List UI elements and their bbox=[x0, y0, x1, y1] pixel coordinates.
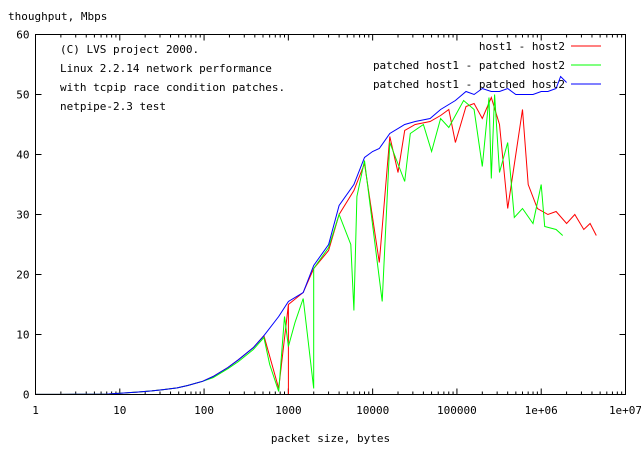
x-tick-label: 1000 bbox=[275, 404, 302, 417]
series-line-3 bbox=[35, 75, 567, 395]
x-tick-label: 10000 bbox=[356, 404, 389, 417]
y-tick-label: 0 bbox=[23, 389, 30, 402]
y-axis-label: thoughput, Mbps bbox=[8, 10, 107, 23]
annotation-line-1: (C) LVS project 2000. bbox=[60, 43, 199, 56]
y-tick-label: 60 bbox=[16, 29, 29, 42]
annotation-line-4: netpipe-2.3 test bbox=[60, 100, 166, 113]
legend-label-patched-green: patched host1 - patched host2 bbox=[373, 59, 565, 72]
plot-frame bbox=[35, 34, 626, 395]
legend: host1 - host2 patched host1 - patched ho… bbox=[373, 40, 601, 91]
x-tick-label: 1e+06 bbox=[525, 404, 558, 417]
series-line-1 bbox=[35, 96, 597, 395]
series-lines bbox=[35, 75, 597, 395]
y-tick-label: 10 bbox=[16, 329, 29, 342]
y-tick-label: 30 bbox=[16, 209, 29, 222]
legend-label-host1: host1 - host2 bbox=[479, 40, 565, 53]
x-tick-label: 100000 bbox=[437, 404, 477, 417]
x-tick-label: 1 bbox=[32, 404, 39, 417]
annotation-line-3: with tcpip race condition patches. bbox=[60, 81, 285, 94]
x-axis-label: packet size, bytes bbox=[271, 432, 390, 445]
x-tick-label: 100 bbox=[194, 404, 214, 417]
y-tick-label: 40 bbox=[16, 149, 29, 162]
y-tick-label: 20 bbox=[16, 269, 29, 282]
y-tick-label: 50 bbox=[16, 89, 29, 102]
x-tick-label: 1e+07 bbox=[609, 404, 641, 417]
legend-label-patched-blue: patched host1 - patched host2 bbox=[373, 78, 565, 91]
annotation-line-2: Linux 2.2.14 network performance bbox=[60, 62, 272, 75]
series-line-2 bbox=[35, 94, 564, 395]
x-tick-label: 10 bbox=[113, 404, 126, 417]
